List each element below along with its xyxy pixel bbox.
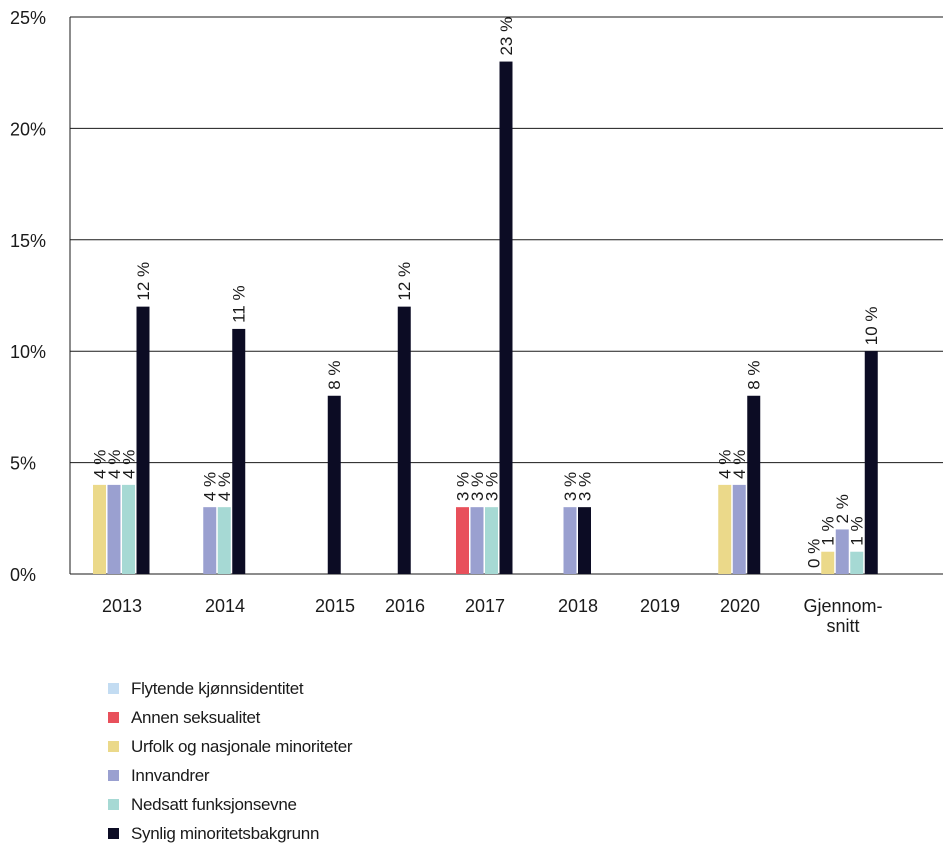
legend-label: Innvandrer	[131, 765, 210, 785]
bar-chart: 0% 5% 10% 15% 20% 25% 4 % 4 % 4 % 12 % 2013 4 % 4 % 1…	[10, 8, 943, 636]
x-tick-label: 2014	[205, 596, 245, 616]
bar-data-label: 1 %	[848, 516, 867, 545]
x-tick-label: 2013	[102, 596, 142, 616]
bar-data-label: 3 %	[468, 472, 487, 501]
legend-label: Annen seksualitet	[131, 707, 261, 727]
bar-data-label: 4 %	[716, 450, 735, 479]
bar	[578, 507, 591, 574]
legend-swatch	[108, 828, 119, 839]
bar	[499, 61, 513, 575]
bar	[327, 395, 341, 574]
x-tick-label: 2019	[640, 596, 680, 616]
bar-data-label: 4 %	[215, 472, 234, 501]
bar-data-label: 4 %	[201, 472, 220, 501]
bar-data-label: 4 %	[120, 450, 139, 479]
legend-swatch	[108, 712, 119, 723]
bar-data-label: 12 %	[134, 262, 153, 301]
bar-data-label: 12 %	[395, 262, 414, 301]
bar	[397, 306, 411, 574]
legend-label: Synlig minoritetsbakgrunn	[131, 823, 320, 843]
x-tick-label: 2017	[465, 596, 505, 616]
bar	[485, 507, 498, 574]
bar-data-label: 4 %	[91, 450, 110, 479]
bar	[122, 484, 135, 574]
bar-data-label: 2 %	[833, 494, 852, 523]
bar	[718, 484, 732, 574]
bar-data-label: 4 %	[105, 450, 124, 479]
bar-data-label: 3 %	[454, 472, 473, 501]
bar-data-label: 11 %	[230, 285, 249, 323]
bar-data-label: 3 %	[561, 472, 580, 501]
y-tick-label: 25%	[10, 8, 46, 28]
x-tick-label: 2018	[558, 596, 598, 616]
legend-swatch	[108, 683, 119, 694]
bar	[93, 484, 106, 574]
legend: Flytende kjønnsidentitet Annen seksualite…	[108, 674, 353, 848]
bar	[850, 551, 864, 574]
legend-swatch	[108, 770, 119, 781]
legend-label: Urfolk og nasjonale minoriteter	[131, 736, 353, 756]
bar	[563, 507, 577, 574]
y-tick-label: 10%	[10, 342, 46, 362]
bar-data-label: 10 %	[862, 306, 881, 345]
legend-item: Flytende kjønnsidentitet	[108, 674, 352, 703]
bar-data-label: 0 %	[804, 539, 823, 568]
bar-data-label: 3 %	[576, 472, 595, 501]
bar	[835, 529, 849, 574]
legend-label: Flytende kjønnsidentitet	[131, 678, 304, 698]
x-tick-label: 2016	[385, 596, 425, 616]
legend-label: Nedsatt funksjonsevne	[131, 794, 297, 814]
y-tick-label: 15%	[10, 231, 46, 251]
bar	[456, 507, 469, 574]
y-tick-label: 5%	[10, 454, 36, 474]
bar	[203, 507, 217, 574]
bar-data-label: 4 %	[730, 450, 749, 479]
legend-item: Nedsatt funksjonsevne	[108, 790, 352, 819]
legend-item: Annen seksualitet	[108, 703, 352, 732]
legend-swatch	[108, 741, 119, 752]
x-tick-label: 2020	[720, 596, 760, 616]
y-tick-label: 0%	[10, 565, 36, 585]
x-tick-label: snitt	[826, 616, 859, 636]
bar	[470, 507, 484, 574]
legend-swatch	[108, 799, 119, 810]
legend-item: Innvandrer	[108, 761, 352, 790]
bar-data-label: 1 %	[819, 516, 838, 545]
bar-data-label: 8 %	[745, 360, 764, 389]
bar	[821, 551, 835, 574]
legend-item: Synlig minoritetsbakgrunn	[108, 819, 352, 848]
bar	[747, 395, 761, 574]
bar-data-label: 3 %	[483, 472, 502, 501]
bar	[864, 351, 878, 574]
legend-item: Urfolk og nasjonale minoriteter	[108, 732, 353, 761]
bar-data-label: 8 %	[325, 360, 344, 389]
x-tick-label: Gjennom-	[803, 596, 882, 616]
bar	[107, 484, 121, 574]
bar	[232, 328, 246, 574]
bar	[732, 484, 746, 574]
bar	[217, 507, 231, 574]
x-tick-label: 2015	[315, 596, 355, 616]
bar-data-label: 23 %	[497, 17, 516, 56]
y-tick-label: 20%	[10, 119, 46, 139]
bar	[136, 306, 150, 574]
